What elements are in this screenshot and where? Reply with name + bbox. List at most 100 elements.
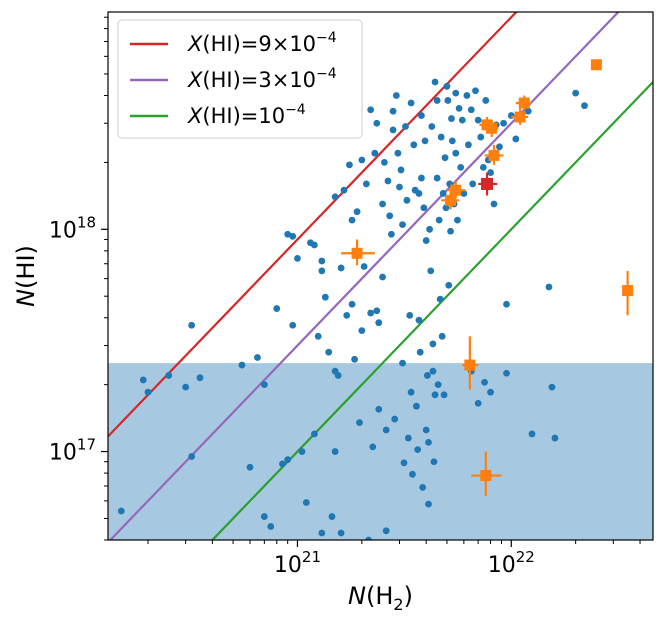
orange-measurement-marker bbox=[488, 149, 500, 161]
scatter-point bbox=[407, 99, 415, 107]
scatter-point bbox=[442, 204, 450, 212]
scatter-point bbox=[428, 123, 436, 130]
scatter-point bbox=[346, 161, 353, 169]
orange-measurement-marker bbox=[445, 194, 457, 206]
scatter-point bbox=[289, 232, 297, 240]
scatter-point bbox=[375, 405, 383, 413]
scatter-point bbox=[367, 309, 375, 317]
scatter-point bbox=[400, 459, 408, 467]
scatter-point bbox=[528, 430, 536, 438]
scatter-point bbox=[182, 383, 190, 391]
scatter-point bbox=[403, 196, 411, 204]
scatter-point bbox=[331, 193, 339, 201]
y-tick-label: 1018 bbox=[49, 213, 96, 243]
scatter-point bbox=[375, 319, 383, 327]
scatter-point bbox=[318, 257, 326, 265]
scatter-point bbox=[463, 92, 471, 99]
scatter-point bbox=[427, 267, 435, 275]
scatter-point bbox=[445, 281, 453, 289]
scatter-point bbox=[340, 186, 348, 194]
plot-frame bbox=[107, 11, 654, 541]
scatter-point bbox=[254, 354, 261, 361]
scatter-point bbox=[434, 381, 442, 389]
scatter-point bbox=[490, 200, 498, 208]
legend-label-3: X(HI)=10−4 bbox=[187, 102, 306, 128]
orange-measurement bbox=[590, 59, 602, 71]
scatter-point bbox=[314, 332, 322, 340]
orange-measurement bbox=[484, 144, 504, 165]
scatter-point bbox=[479, 163, 487, 171]
orange-measurement bbox=[471, 451, 502, 497]
scatter-point bbox=[310, 241, 318, 249]
scatter-point bbox=[452, 149, 460, 157]
scatter-point bbox=[413, 402, 420, 410]
orange-measurement bbox=[462, 336, 479, 390]
scatter-point bbox=[472, 87, 479, 95]
x-axis-label: N(H2) bbox=[348, 582, 413, 614]
scatter-point bbox=[396, 183, 403, 191]
orange-measurement-marker bbox=[622, 285, 634, 297]
orange-measurement-marker bbox=[486, 122, 498, 134]
scatter-point bbox=[380, 158, 388, 166]
scatter-point bbox=[422, 237, 430, 244]
orange-measurement-marker bbox=[518, 97, 530, 109]
scatter-point bbox=[440, 391, 448, 399]
scatter-point bbox=[503, 369, 510, 377]
scatter-point bbox=[246, 463, 254, 471]
scatter-point bbox=[337, 529, 345, 537]
scatter-point bbox=[278, 460, 286, 468]
scatter-point bbox=[503, 300, 510, 308]
scatter-point bbox=[388, 230, 395, 238]
scatter-point bbox=[353, 208, 361, 216]
scatter-point bbox=[389, 107, 397, 115]
scatter-point bbox=[260, 381, 268, 389]
scatter-point bbox=[392, 92, 400, 99]
scatter-point bbox=[298, 448, 306, 455]
orange-measurement bbox=[446, 180, 466, 199]
scatter-point bbox=[348, 300, 356, 308]
scatter-point bbox=[469, 180, 477, 188]
scatter-point bbox=[460, 190, 468, 197]
model-line-2 bbox=[108, 12, 620, 540]
scatter-point bbox=[117, 507, 125, 515]
scatter-point bbox=[382, 527, 390, 535]
scatter-point bbox=[420, 204, 428, 212]
red-measurement-marker bbox=[481, 177, 494, 190]
scatter-point bbox=[500, 119, 507, 127]
scatter-point bbox=[188, 321, 196, 329]
y-axis-label: N(HI) bbox=[12, 245, 40, 307]
scatter-point bbox=[373, 307, 381, 315]
scatter-point bbox=[431, 391, 439, 399]
scatter-point bbox=[474, 399, 482, 407]
scatter-point bbox=[373, 119, 381, 127]
scatter-point bbox=[474, 116, 482, 124]
scatter-point bbox=[399, 221, 406, 228]
scatter-point bbox=[426, 225, 434, 233]
scatter-point bbox=[438, 332, 446, 340]
orange-measurement-marker bbox=[464, 359, 476, 371]
scatter-point bbox=[464, 141, 472, 149]
scatter-point bbox=[165, 372, 173, 379]
scatter-point bbox=[238, 361, 246, 369]
scatter-point bbox=[439, 190, 447, 197]
scatter-point bbox=[351, 355, 358, 363]
x-tick-label: 1021 bbox=[274, 548, 321, 578]
orange-measurement-marker bbox=[450, 184, 462, 196]
scatter-point bbox=[389, 126, 397, 134]
scatter-point bbox=[144, 388, 152, 396]
scatter-point bbox=[414, 446, 422, 454]
scatter-point bbox=[384, 177, 392, 185]
scatter-point bbox=[382, 426, 390, 434]
scatter-point bbox=[379, 273, 386, 281]
orange-measurement bbox=[622, 270, 634, 316]
scatter-point bbox=[362, 180, 370, 188]
scatter-point bbox=[273, 305, 281, 312]
orange-measurement-marker bbox=[480, 470, 492, 482]
scatter-point bbox=[358, 327, 366, 335]
scatter-point bbox=[415, 316, 423, 324]
scatter-point bbox=[421, 137, 429, 145]
scatter-point bbox=[482, 97, 490, 104]
scatter-point bbox=[524, 107, 532, 115]
scatter-point bbox=[407, 388, 415, 396]
